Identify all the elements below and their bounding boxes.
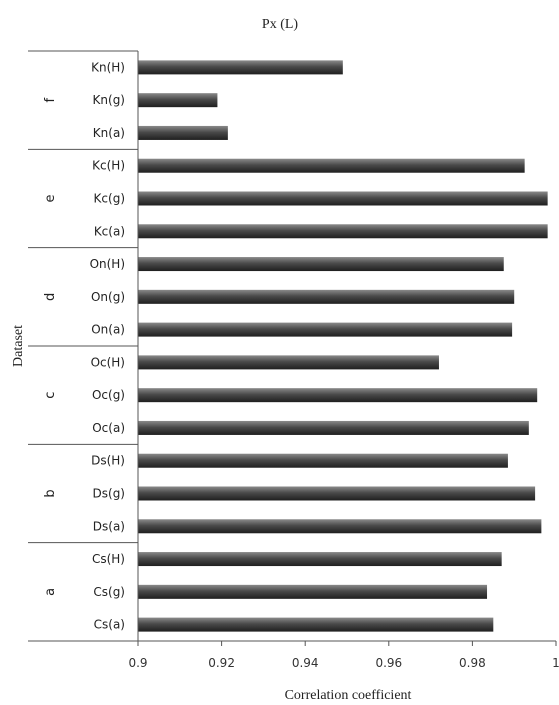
group-label-f: f (43, 97, 58, 102)
category-label: Ds(H) (91, 454, 125, 468)
group-label-c: c (43, 392, 58, 399)
bar-dsh (138, 453, 508, 468)
category-label: Cs(g) (93, 585, 125, 599)
category-label: Cs(a) (94, 618, 125, 632)
x-tick-label: 1 (552, 656, 559, 670)
plot-area: 0.9 0.92 0.94 0.96 0.98 1 Cs(a) Cs(g) Cs(H) Ds(a)… (28, 50, 559, 670)
bar-och (138, 355, 439, 370)
category-label: Ds(g) (93, 487, 125, 501)
category-label: Oc(a) (92, 421, 125, 435)
bar-knh (138, 60, 343, 75)
group-label-a: a (43, 588, 58, 596)
category-label: On(a) (91, 323, 125, 337)
category-label: Oc(H) (91, 355, 125, 369)
bar-dsg (138, 486, 536, 501)
x-tick-label: 0.98 (459, 656, 486, 670)
category-label: Kn(g) (93, 93, 125, 107)
category-label: Kc(g) (94, 192, 125, 206)
group-label-e: e (43, 195, 58, 203)
bar-ona (138, 322, 513, 337)
bar-ong (138, 289, 515, 304)
category-label: Kn(H) (91, 60, 125, 74)
x-tick-label: 0.92 (208, 656, 235, 670)
y-axis-title: Dataset (11, 325, 26, 367)
bar-csh (138, 552, 502, 567)
category-label: Kc(H) (92, 159, 125, 173)
chart-title: Px (L) (262, 17, 299, 32)
bar-onh (138, 257, 504, 272)
category-label: Kc(a) (94, 224, 125, 238)
x-tick-label: 0.96 (375, 656, 402, 670)
x-tick-label: 0.94 (292, 656, 319, 670)
bar-csa (138, 617, 494, 632)
category-label: On(g) (91, 290, 125, 304)
x-axis-title: Correlation coefficient (285, 688, 412, 703)
category-label: Oc(g) (92, 388, 125, 402)
group-label-b: b (43, 489, 58, 497)
bar-csg (138, 584, 488, 599)
bar-kng (138, 93, 218, 108)
category-label: Cs(H) (92, 552, 125, 566)
category-label: Kn(a) (93, 126, 125, 140)
bar-kna (138, 125, 228, 140)
bar-kcg (138, 191, 548, 206)
group-label-d: d (43, 293, 58, 301)
bar-kch (138, 158, 525, 173)
bar-oca (138, 420, 529, 435)
bar-ocg (138, 388, 538, 403)
bar-kca (138, 224, 548, 239)
category-label: On(H) (90, 257, 125, 271)
category-label: Ds(a) (93, 519, 125, 533)
bar-dsa (138, 519, 542, 534)
x-tick-label: 0.9 (128, 656, 147, 670)
